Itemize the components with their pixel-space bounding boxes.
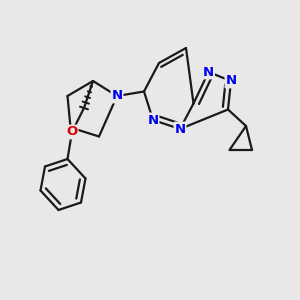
- Text: N: N: [147, 113, 159, 127]
- Text: O: O: [66, 125, 78, 139]
- Text: N: N: [111, 89, 123, 103]
- Text: N: N: [225, 74, 237, 88]
- Text: N: N: [203, 65, 214, 79]
- Text: N: N: [174, 122, 186, 136]
